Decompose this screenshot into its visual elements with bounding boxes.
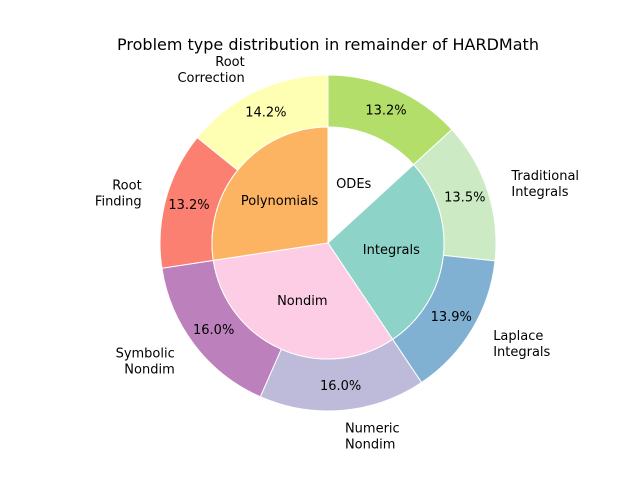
outer-slice-percent-label: 13.9%: [431, 310, 472, 325]
inner-slice-label: ODEs: [336, 177, 371, 192]
outer-slice-percent-label: 14.2%: [245, 106, 286, 121]
inner-slice-integrals: [327, 163, 445, 341]
inner-slice-label: Integrals: [363, 243, 420, 258]
outer-slice-label: Laplace Integrals: [493, 329, 550, 360]
outer-slice-label: Numeric Nondim: [345, 421, 400, 452]
outer-slice-percent-label: 16.0%: [193, 323, 234, 338]
inner-slice-odes: [327, 126, 415, 245]
chart-title: Problem type distribution in remainder o…: [117, 35, 539, 54]
outer-slice-label: Root Correction: [177, 55, 244, 86]
inner-slice-nondim: [212, 242, 394, 360]
inner-slice-label: Nondim: [277, 294, 327, 309]
outer-slice-label: Root Finding: [95, 179, 142, 210]
outer-slice-label: Symbolic Nondim: [116, 346, 175, 377]
outer-slice-percent-label: 16.0%: [320, 379, 361, 394]
outer-slice-percent-label: 13.5%: [444, 191, 485, 206]
chart-labels: 13.2% 13.5% Traditional Integrals 13.9% Lapla…: [95, 55, 579, 452]
outer-slice-percent-label: 13.2%: [365, 104, 406, 119]
inner-slice-label: Polynomials: [241, 194, 319, 209]
outer-slice-label: Traditional Integrals: [510, 169, 579, 200]
inner-slice-polynomials: [211, 126, 329, 261]
outer-slice-percent-label: 13.2%: [168, 198, 209, 213]
outer-ring: [159, 74, 497, 412]
inner-ring: [211, 126, 445, 360]
